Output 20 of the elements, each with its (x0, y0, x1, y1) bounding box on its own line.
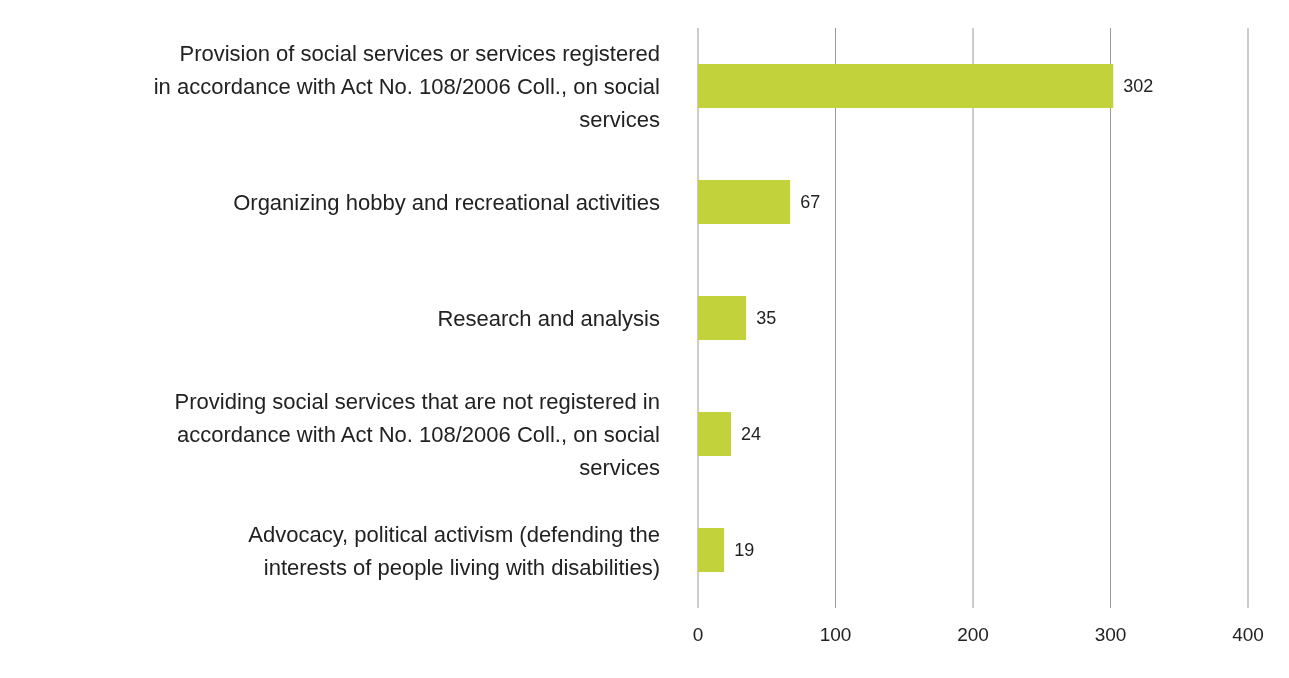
x-tick-label: 200 (957, 624, 989, 646)
y-tick-label: Organizing hobby and recreational activities (233, 189, 660, 215)
x-tick-label: 100 (819, 624, 852, 646)
y-tick-label: Advocacy, political activism (defending the interests of people living with disabilities) (248, 521, 660, 579)
data-label: 24 (741, 424, 762, 445)
bar (698, 296, 747, 340)
y-tick-label: Provision of social services or services registered in accordance with Act No. 108/2006 Coll., on social services (153, 40, 660, 132)
data-label: 302 (1123, 76, 1154, 97)
bar (698, 412, 731, 456)
data-label: 35 (756, 308, 777, 329)
y-tick-label: Providing social services that are not registered in accordance with Act No. 108/2006 Coll., on social services (174, 388, 660, 480)
y-tick-label: Research and analysis (437, 305, 660, 331)
x-tick-label: 400 (1232, 624, 1264, 646)
x-tick-label: 0 (692, 624, 704, 646)
x-tick-label: 300 (1094, 624, 1127, 646)
data-label: 67 (800, 192, 821, 213)
data-label: 19 (734, 540, 755, 561)
bar (698, 528, 725, 572)
bar (698, 64, 1114, 108)
bar (698, 180, 791, 224)
